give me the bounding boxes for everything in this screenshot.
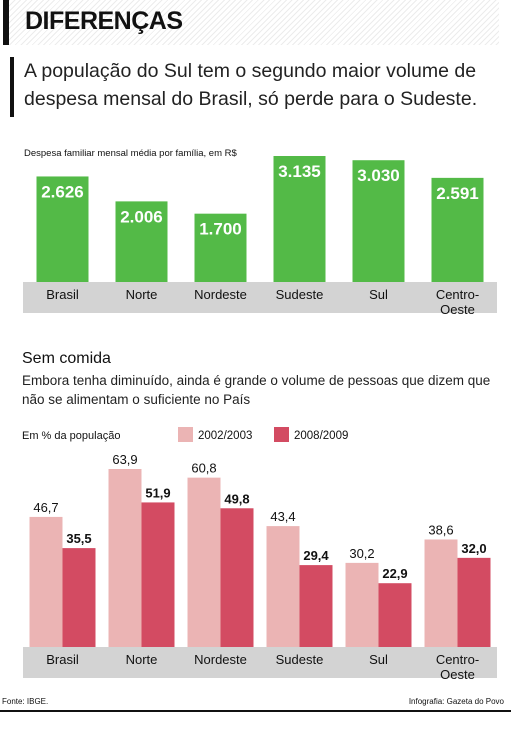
chart2-subtitle-line1: Embora tenha diminuído, ainda é grande o… (22, 373, 490, 388)
bar-value-2002-nordeste: 60,8 (191, 461, 216, 476)
category-label-sul: Sul (369, 652, 388, 667)
bar-nordeste (194, 213, 247, 282)
bar-2002-norte (108, 469, 142, 647)
intro-text: A população do Sul tem o segundo maior v… (24, 60, 478, 110)
bar-value-2002-centro-oeste: 38,6 (428, 522, 453, 537)
bar-value-2002-brasil: 46,7 (33, 500, 58, 515)
chart2-ylabel: Em % da população (22, 430, 120, 442)
spending-bar-chart: Despesa familiar mensal média por famíli… (23, 148, 497, 317)
intro-block: A população do Sul tem o segundo maior v… (10, 57, 504, 117)
legend-label-2002: 2002/2003 (198, 430, 252, 442)
bar-2008-nordeste (220, 508, 254, 647)
bar-value-2008-sudeste: 29,4 (303, 548, 329, 563)
bar-2008-sudeste (299, 565, 333, 647)
bar-2008-norte (141, 502, 175, 647)
bar-value-2002-norte: 63,9 (112, 452, 137, 467)
bar-value-sudeste: 3.135 (278, 162, 321, 181)
bar-value-2008-sul: 22,9 (382, 566, 407, 581)
category-label-brasil: Brasil (46, 652, 79, 667)
category-label-centro-oeste-line2: Oeste (440, 667, 475, 682)
bar-value-2008-brasil: 35,5 (66, 531, 91, 546)
legend-label-2008: 2008/2009 (294, 430, 348, 442)
legend-swatch-2002 (178, 427, 193, 442)
legend-swatch-2008 (274, 427, 289, 442)
bar-sul (352, 160, 405, 282)
bar-2002-sul (345, 562, 379, 647)
page-title: DIFERENÇAS (25, 7, 183, 35)
bar-value-nordeste: 1.700 (199, 220, 242, 239)
header-accent-bar (3, 0, 9, 45)
bar-value-2002-sudeste: 43,4 (270, 509, 295, 524)
bar-value-centro-oeste: 2.591 (436, 184, 479, 203)
bar-value-2002-sul: 30,2 (349, 546, 374, 561)
bar-2008-brasil (62, 548, 96, 647)
bar-2008-sul (378, 583, 412, 647)
category-label-centro-oeste-line2: Oeste (440, 302, 475, 317)
bar-value-2008-norte: 51,9 (145, 485, 170, 500)
bar-value-brasil: 2.626 (41, 182, 84, 201)
header-banner: DIFERENÇAS (3, 0, 499, 45)
bar-sudeste (273, 156, 326, 282)
credit-note: Infografia: Gazeta do Povo (408, 697, 504, 706)
category-label-brasil: Brasil (46, 287, 79, 302)
category-label-sul: Sul (369, 287, 388, 302)
bar-value-norte: 2.006 (120, 207, 163, 226)
category-label-sudeste: Sudeste (276, 652, 324, 667)
bar-centro-oeste (431, 177, 484, 282)
bar-brasil (36, 176, 89, 282)
bar-value-sul: 3.030 (357, 166, 400, 185)
chart2-axis-band (23, 647, 497, 678)
category-label-centro-oeste-line1: Centro- (436, 652, 479, 667)
bar-value-2008-nordeste: 49,8 (224, 491, 249, 506)
hunger-bar-chart: Sem comida Embora tenha diminuído, ainda… (22, 350, 497, 682)
category-label-nordeste: Nordeste (194, 287, 247, 302)
bar-2002-brasil (29, 516, 63, 647)
bar-norte (115, 201, 168, 282)
bar-value-2008-centro-oeste: 32,0 (461, 541, 486, 556)
bar-2008-centro-oeste (457, 557, 491, 647)
category-label-centro-oeste-line1: Centro- (436, 287, 479, 302)
bottom-rule (0, 710, 511, 712)
category-label-norte: Norte (126, 287, 158, 302)
chart2-title: Sem comida (22, 350, 111, 367)
source-note: Fonte: IBGE. (2, 697, 49, 706)
bar-2002-sudeste (266, 526, 300, 647)
chart2-subtitle-line2: não se alimentam o suficiente no País (22, 392, 250, 407)
bar-2002-nordeste (187, 477, 221, 647)
bar-2002-centro-oeste (424, 539, 458, 647)
category-label-sudeste: Sudeste (276, 287, 324, 302)
intro-accent-bar (10, 57, 14, 117)
chart1-ylabel: Despesa familiar mensal média por famíli… (24, 148, 237, 159)
chart1-axis-band (23, 282, 497, 313)
category-label-norte: Norte (126, 652, 158, 667)
category-label-nordeste: Nordeste (194, 652, 247, 667)
